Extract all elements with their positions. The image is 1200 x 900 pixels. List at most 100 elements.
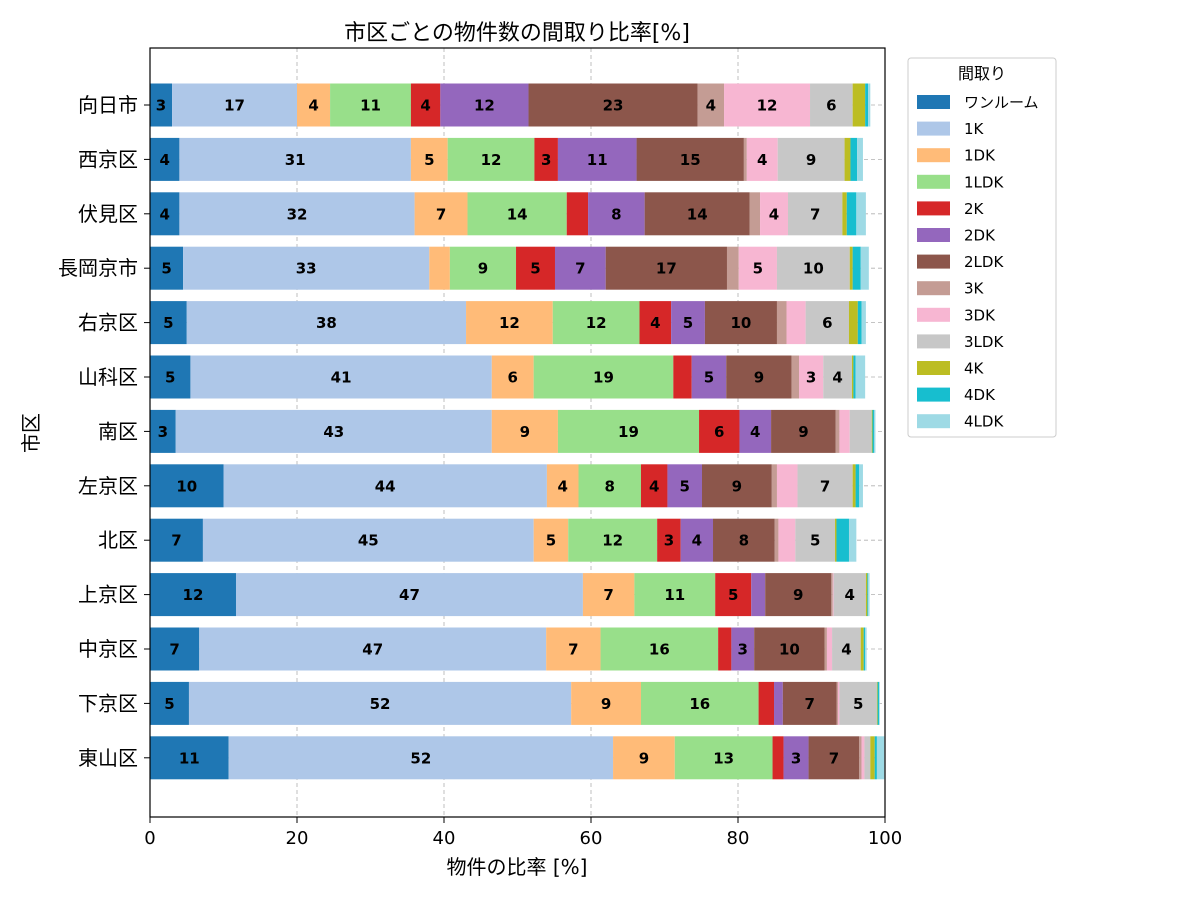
bar-segment (873, 409, 876, 453)
bar-segment (449, 246, 517, 290)
y-tick-label: 伏見区 (78, 202, 138, 226)
bar-data-label: 5 (679, 477, 689, 495)
bar-segment (150, 627, 200, 671)
bar-segment (774, 518, 779, 562)
bar-segment (440, 83, 529, 127)
x-axis-label: 物件の比率 [%] (447, 855, 588, 879)
bar-segment (754, 627, 825, 671)
bar-segment (863, 627, 866, 671)
bar-data-label: 15 (680, 151, 701, 169)
bar-data-label: 8 (611, 205, 621, 223)
bar-segment (774, 681, 783, 725)
bar-segment (671, 301, 705, 345)
legend-frame (907, 57, 1057, 438)
bar-data-label: 7 (820, 477, 830, 495)
bar-segment (330, 83, 411, 127)
bar-data-label: 9 (478, 260, 488, 278)
bar-segment (718, 627, 732, 671)
legend-entry: 3LDK (964, 333, 1004, 351)
bar-data-label: 5 (728, 586, 738, 604)
bar-segment (552, 301, 640, 345)
bar-segment (491, 409, 558, 453)
bar-segment (799, 355, 824, 399)
bar-data-label: 11 (587, 151, 608, 169)
bar-data-label: 9 (639, 749, 649, 767)
bar-segment (466, 301, 553, 345)
bar-segment (636, 137, 744, 181)
bar-segment (832, 627, 861, 671)
bar-segment (871, 409, 873, 453)
bar-data-label: 6 (822, 314, 832, 332)
bar-segment (835, 409, 840, 453)
bar-data-label: 5 (683, 314, 693, 332)
bar-segment (150, 192, 180, 236)
bar-segment (852, 246, 861, 290)
bar-data-label: 5 (546, 532, 556, 550)
legend-entry: 4K (964, 360, 985, 378)
bar-data-label: 9 (732, 477, 742, 495)
bar-segment (150, 83, 173, 127)
bar-data-label: 10 (731, 314, 752, 332)
bar-data-label: 9 (754, 369, 764, 387)
bar-segment (860, 246, 869, 290)
bar-data-label: 4 (750, 423, 760, 441)
bar-segment (150, 518, 203, 562)
bar-segment (410, 137, 448, 181)
bar-segment (758, 681, 775, 725)
legend: 間取り ワンルーム 1K 1DK 1LDK 2K 2DK 2LDK 3K 3DK 3LDK 4K 4D… (907, 57, 1057, 438)
bar-segment (644, 192, 750, 236)
bar-segment (410, 83, 441, 127)
bar-data-label: 4 (159, 151, 169, 169)
bar-segment (826, 627, 833, 671)
bar-data-label: 12 (757, 97, 778, 115)
bar-data-label: 5 (164, 695, 174, 713)
bar-data-label: 44 (375, 477, 396, 495)
bar-segment (150, 736, 229, 780)
legend-entry: 2LDK (964, 253, 1004, 271)
bar-segment (832, 573, 834, 617)
bar-data-label: 7 (829, 749, 839, 767)
bar-segment (724, 83, 811, 127)
bar-segment (516, 246, 555, 290)
bar-data-label: 6 (508, 369, 518, 387)
bar-segment (557, 409, 700, 453)
y-tick-label: 西京区 (78, 147, 138, 171)
bar-segment (568, 518, 658, 562)
bar-data-label: 12 (481, 151, 502, 169)
bar-segment (571, 681, 641, 725)
legend-swatch (917, 334, 950, 349)
bar-segment (491, 355, 534, 399)
bar-data-label: 10 (779, 641, 800, 659)
bar-segment (808, 736, 860, 780)
bar-segment (765, 573, 832, 617)
bar-segment (228, 736, 614, 780)
bar-segment (872, 409, 874, 453)
bar-data-label: 13 (713, 749, 734, 767)
y-tick-label: 左京区 (78, 474, 138, 498)
bar-segment (857, 301, 862, 345)
bar-segment (751, 573, 766, 617)
bar-data-label: 9 (798, 423, 808, 441)
bar-segment (172, 83, 297, 127)
legend-entry: 2DK (964, 227, 996, 245)
bar-segment (697, 83, 725, 127)
legend-entry: 1K (964, 120, 985, 138)
bar-data-label: 5 (530, 260, 540, 278)
bar-segment (566, 192, 589, 236)
bar-data-label: 4 (845, 586, 855, 604)
bar-segment (640, 681, 759, 725)
bar-data-label: 5 (163, 314, 173, 332)
bar-segment (857, 137, 863, 181)
legend-swatch (917, 307, 950, 322)
bar-data-label: 9 (806, 151, 816, 169)
bar-data-label: 4 (832, 369, 842, 387)
bar-data-label: 38 (316, 314, 337, 332)
y-tick-label: 向日市 (78, 93, 138, 117)
bar-segment (805, 301, 849, 345)
bar-segment (179, 192, 415, 236)
bar-data-label: 12 (474, 97, 495, 115)
y-tick-label: 上京区 (78, 583, 138, 607)
bar-data-label: 6 (714, 423, 724, 441)
bar-segment (859, 736, 862, 780)
bar-segment (746, 137, 778, 181)
